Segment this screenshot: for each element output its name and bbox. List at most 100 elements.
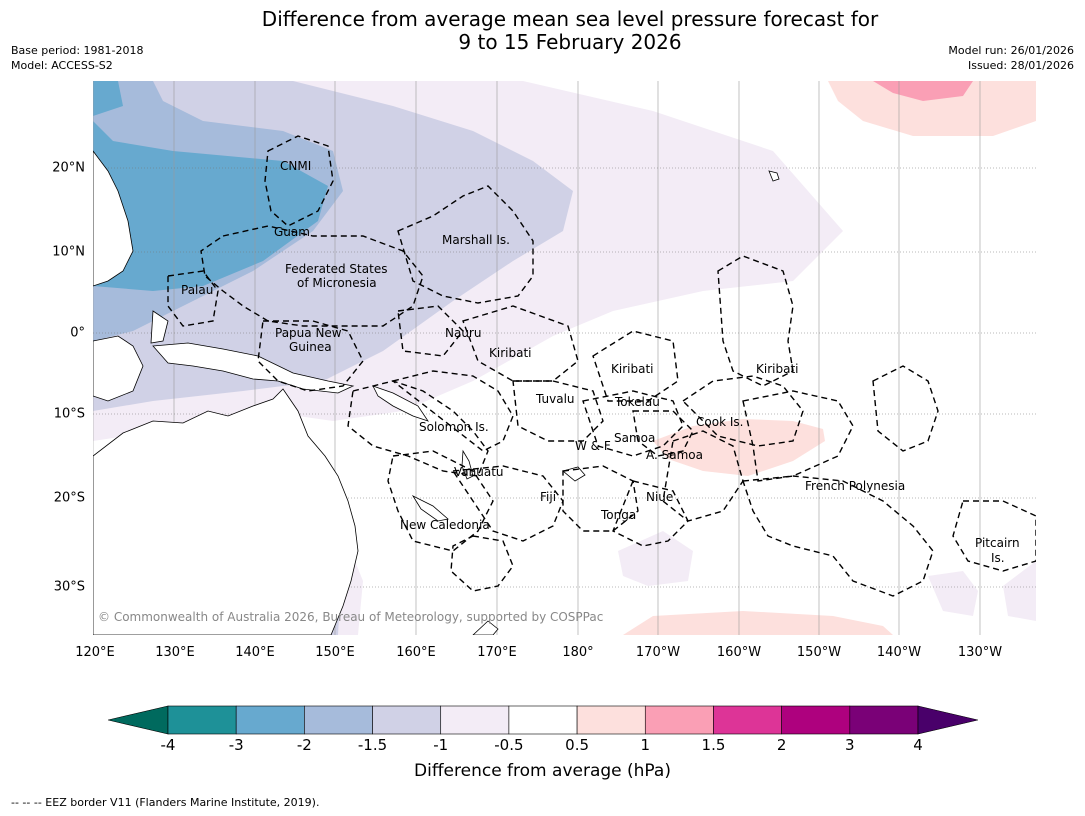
- anomaly-region-pos1-ne: [873, 81, 973, 101]
- philippines-outline: [93, 150, 134, 287]
- colorbar-extend-low: [107, 705, 169, 735]
- lon-label-140e: 140°E: [235, 645, 275, 660]
- latitude-lines: [93, 167, 1036, 588]
- colorbar-bin: [849, 705, 919, 735]
- label-png-2: Guinea: [289, 340, 332, 354]
- lon-label-120e: 120°E: [75, 645, 115, 660]
- lon-label-180: 180°: [562, 645, 594, 660]
- label-american-samoa: A. Samoa: [646, 448, 703, 462]
- colorbar-tick-label: -4: [160, 736, 176, 754]
- lat-label-20n: 20°N: [52, 160, 85, 176]
- map-title: Difference from average mean sea level p…: [180, 8, 960, 54]
- lon-label-130e: 130°E: [155, 645, 195, 660]
- lon-label-130w: 130°W: [957, 645, 1003, 660]
- label-cook: Cook Is.: [696, 415, 743, 429]
- new-guinea-outline: [152, 342, 355, 394]
- colorbar-tick-label: 4: [913, 736, 923, 754]
- label-french-polynesia: French Polynesia: [805, 479, 905, 493]
- label-solomon: Solomon Is.: [419, 420, 489, 434]
- label-palau: Palau: [181, 283, 213, 297]
- label-tonga: Tonga: [600, 508, 636, 522]
- colorbar-bin: [372, 705, 442, 735]
- label-fsm-1: Federated States: [285, 262, 387, 276]
- label-tuvalu: Tuvalu: [535, 392, 575, 406]
- sulawesi-outline: [150, 310, 169, 344]
- label-png-1: Papua New: [275, 326, 342, 340]
- label-kiribati-central: Kiribati: [611, 362, 653, 376]
- label-kiribati-east: Kiribati: [756, 362, 798, 376]
- colorbar-tick-label: -2: [296, 736, 312, 754]
- colorbar-tick-label: 3: [845, 736, 855, 754]
- label-samoa: Samoa: [614, 431, 655, 445]
- lat-label-0: 0°: [70, 325, 85, 341]
- colorbar-label: Difference from average (hPa): [414, 761, 671, 781]
- lat-label-30s: 30°S: [53, 579, 85, 595]
- lon-label-150e: 150°E: [315, 645, 355, 660]
- vanuatu: [461, 449, 474, 480]
- colorbar-tick-label: -1: [433, 736, 449, 754]
- coastlines: [93, 150, 780, 635]
- label-marshall: Marshall Is.: [442, 233, 510, 247]
- meta-right: Model run: 26/01/2026 Issued: 28/01/2026: [948, 43, 1074, 73]
- place-labels: CNMI Guam Marshall Is. Federated States …: [181, 159, 1020, 565]
- lon-label-160e: 160°E: [396, 645, 436, 660]
- colorbar-tick-label: 1.5: [701, 736, 726, 754]
- lon-label-140w: 140°W: [876, 645, 922, 660]
- colorbar-bin: [508, 705, 578, 735]
- solomon-islands: [372, 385, 429, 422]
- anomaly-region-neg2-north: [93, 81, 123, 116]
- anomaly-region-neg05-edge: [1003, 561, 1036, 621]
- map-panel: CNMI Guam Marshall Is. Federated States …: [93, 81, 1036, 635]
- label-vanuatu: Vanuatu: [454, 465, 504, 479]
- label-new-caledonia: New Caledonia: [400, 518, 490, 532]
- colorbar-tick-label: 2: [776, 736, 787, 754]
- issued-date: Issued: 28/01/2026: [967, 59, 1074, 72]
- colorbar-extend-high: [917, 705, 979, 735]
- anomaly-region-neg05-se: [618, 531, 693, 586]
- label-pitcairn-2: Is.: [991, 551, 1005, 565]
- colorbar-bin: [713, 705, 782, 735]
- lon-label-160w: 160°W: [716, 645, 762, 660]
- colorbar-bin: [644, 705, 714, 735]
- colorbar-svg: [107, 705, 979, 735]
- label-cnmi: CNMI: [280, 159, 311, 173]
- anomaly-region-pos05-south: [623, 611, 893, 635]
- colorbar-tick-label: -1.5: [357, 736, 388, 754]
- colorbar-bin: [440, 705, 510, 735]
- australia-outline: [93, 388, 359, 635]
- label-niue: Niue: [646, 490, 673, 504]
- model-name: Model: ACCESS-S2: [11, 59, 113, 72]
- indonesia-outline: [93, 335, 144, 402]
- colorbar-tick-label: -3: [228, 736, 244, 754]
- title-line-2: 9 to 15 February 2026: [458, 30, 682, 54]
- colorbar-bin: [781, 705, 851, 735]
- label-guam: Guam: [274, 225, 310, 239]
- hawaii: [768, 170, 780, 182]
- map-svg: CNMI Guam Marshall Is. Federated States …: [93, 81, 1036, 635]
- nz-north: [472, 620, 499, 635]
- label-nauru: Nauru: [445, 326, 481, 340]
- anomaly-region-neg2: [93, 121, 328, 291]
- model-run: Model run: 26/01/2026: [948, 44, 1074, 57]
- lat-label-10n: 10°N: [52, 244, 85, 260]
- colorbar-tick-label: 1: [640, 736, 651, 754]
- label-wallis-futuna: W & F: [575, 439, 611, 453]
- eez-borders: [167, 135, 1036, 597]
- lon-label-170e: 170°E: [477, 645, 517, 660]
- anomaly-region-pos05-ne: [828, 81, 1036, 136]
- lat-label-20s: 20°S: [53, 490, 85, 506]
- label-fsm-2: of Micronesia: [297, 276, 377, 290]
- copyright-notice: © Commonwealth of Australia 2026, Bureau…: [98, 610, 604, 624]
- title-line-1: Difference from average mean sea level p…: [261, 7, 879, 31]
- anomaly-region-neg05-far-se: [928, 571, 978, 616]
- colorbar: [107, 705, 979, 735]
- lon-label-170w: 170°W: [635, 645, 681, 660]
- base-period: Base period: 1981-2018: [11, 44, 144, 57]
- colorbar-tick-label: 0.5: [565, 736, 590, 754]
- colorbar-tick-label: -0.5: [494, 736, 524, 754]
- new-caledonia: [411, 495, 449, 522]
- lon-label-150w: 150°W: [796, 645, 842, 660]
- colorbar-bin: [235, 705, 305, 735]
- label-tokelau: Tokelau: [614, 395, 660, 409]
- eez-footnote: -- -- -- EEZ border V11 (Flanders Marine…: [11, 796, 320, 809]
